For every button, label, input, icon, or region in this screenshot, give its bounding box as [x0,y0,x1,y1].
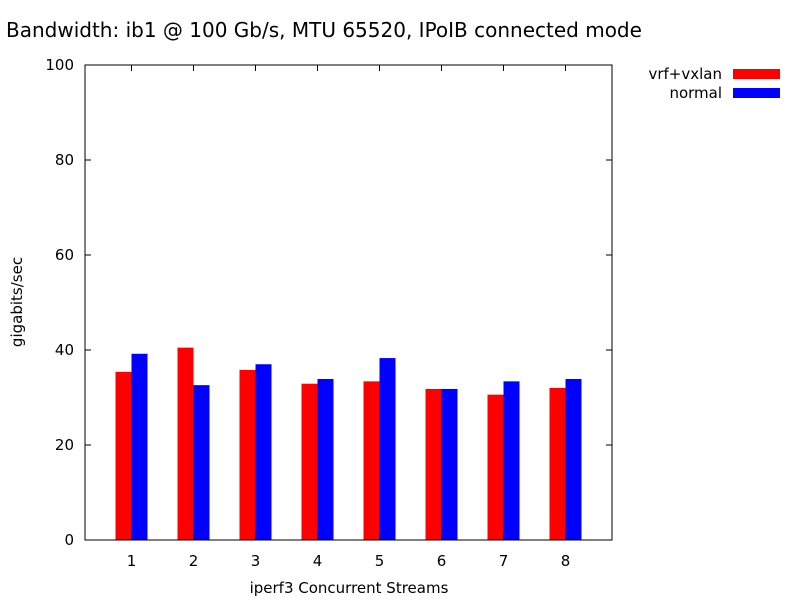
bar-vrf-vxlan-2 [177,347,194,540]
legend-label: normal [669,84,722,102]
y-tick-label: 80 [55,151,74,169]
bar-normal-1 [131,353,148,540]
ticks-group: 0 20 40 60 80 100 1 2 3 4 5 6 7 8 [45,56,612,570]
x-tick-label: 8 [561,552,571,570]
bar-vrf-vxlan-3 [239,369,256,540]
bar-normal-2 [193,385,210,540]
bar-normal-5 [379,358,396,540]
x-tick-label: 1 [127,552,137,570]
bars-group [115,347,582,540]
bar-normal-3 [255,364,272,540]
x-tick-label: 3 [251,552,261,570]
chart-title: Bandwidth: ib1 @ 100 Gb/s, MTU 65520, IP… [6,18,642,42]
bar-normal-7 [503,381,520,540]
bar-normal-8 [565,378,582,540]
y-tick-label: 0 [64,531,74,549]
x-axis-label: iperf3 Concurrent Streams [250,579,449,597]
bar-vrf-vxlan-5 [363,381,380,540]
bar-vrf-vxlan-6 [425,388,442,540]
x-tick-label: 6 [437,552,447,570]
y-tick-label: 100 [45,56,74,74]
x-tick-label: 4 [313,552,323,570]
y-axis-label: gigabits/sec [8,257,26,347]
bar-vrf-vxlan-8 [549,388,566,540]
legend-label: vrf+vxlan [648,65,722,83]
bar-vrf-vxlan-7 [487,394,504,540]
bar-normal-6 [441,388,458,540]
legend-swatch [733,69,780,79]
y-tick-label: 60 [55,246,74,264]
x-tick-label: 5 [375,552,385,570]
plot-border [84,64,613,541]
legend-swatch [733,88,780,98]
x-tick-label: 2 [189,552,199,570]
x-tick-label: 7 [499,552,509,570]
axes-group [84,64,613,541]
y-tick-label: 20 [55,436,74,454]
bar-vrf-vxlan-4 [301,383,318,540]
bar-vrf-vxlan-1 [115,371,132,540]
bar-normal-4 [317,378,334,540]
y-tick-label: 40 [55,341,74,359]
